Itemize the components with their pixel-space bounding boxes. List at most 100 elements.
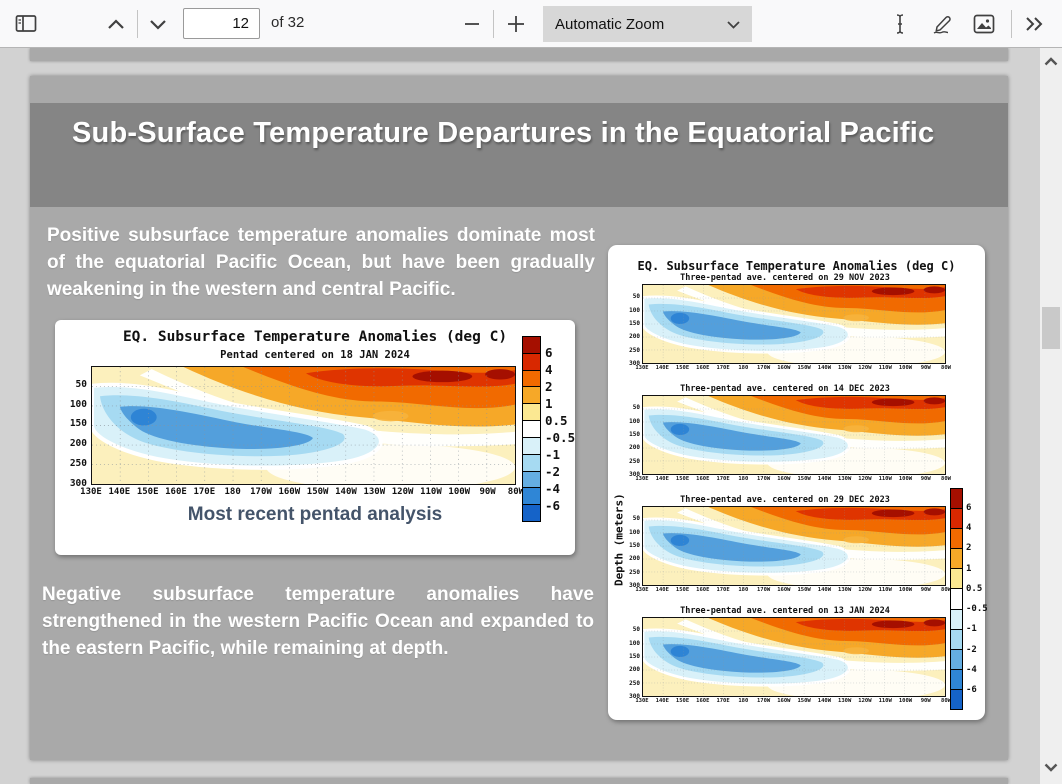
paragraph-negative-anomalies: Negative subsurface temperature anomalie…: [42, 584, 594, 659]
panel-y-axis: 50 100 150 200 250 300: [624, 284, 642, 367]
pentad-panels-card: EQ. Subsurface Temperature Anomalies (de…: [608, 245, 988, 720]
zoom-in-button[interactable]: [500, 8, 532, 40]
zoom-out-button[interactable]: [456, 8, 488, 40]
y-tick-label: 300: [629, 359, 640, 367]
colorbar-label: -6: [545, 497, 561, 513]
colorbar-label: 2: [545, 379, 553, 395]
y-tick-label: 50: [632, 515, 640, 523]
colorbar-cell: [523, 454, 540, 472]
panel-colorbar: 6 4 2 1 0.5 -0.5 -1 -2 -4 -6: [950, 488, 988, 710]
panel-plot-area: 130E 140E 150E 160E 170E 180 170W 160W 150W 140W 1…: [635, 395, 951, 482]
main-chart-plot-row: 50 100 150 200 250 300 130E 140E 150E 160E 170E 18…: [65, 366, 575, 497]
toolbar-divider: [1011, 10, 1012, 38]
contour-plot: [642, 395, 946, 475]
text-selection-tool-button[interactable]: [884, 8, 916, 40]
y-tick-label: 100: [69, 398, 87, 410]
add-image-tool-button[interactable]: [968, 8, 1000, 40]
image-icon: [973, 14, 995, 34]
colorbar-label: -0.5: [545, 429, 576, 445]
colorbar-cell: [951, 649, 962, 670]
chevron-up-icon: [1044, 53, 1058, 71]
colorbar-cell: [523, 404, 540, 422]
pdf-toolbar: of 32 Automatic Zoom: [0, 0, 1062, 48]
colorbar-cell: [523, 505, 540, 521]
scrollbar-thumb[interactable]: [1042, 307, 1060, 349]
pencil-icon: [931, 13, 953, 35]
scroll-down-button[interactable]: [1040, 756, 1062, 780]
y-tick-label: 150: [629, 430, 640, 438]
previous-page-edge: [30, 48, 1008, 61]
colorbar-cell: [523, 387, 540, 405]
colorbar-cell: [951, 489, 962, 510]
chart-caption: Most recent pentad analysis: [187, 504, 443, 525]
next-page-edge: [30, 778, 1008, 784]
more-tools-button[interactable]: [1019, 8, 1051, 40]
panel-x-axis: 130E 140E 150E 160E 170E 180 170W 160W 150W 140W 1…: [635, 698, 951, 704]
colorbar-cell: [523, 370, 540, 388]
i-beam-cursor-icon: [893, 13, 907, 35]
y-tick-label: 250: [629, 679, 640, 687]
chevron-down-icon: [149, 19, 167, 30]
y-tick-label: 150: [69, 418, 87, 430]
colorbar-label: 6: [545, 345, 553, 361]
panel-figure-title: EQ. Subsurface Temperature Anomalies (de…: [637, 259, 956, 273]
colorbar-cell: [951, 609, 962, 630]
y-tick-label: 50: [75, 378, 87, 390]
colorbar-label: 0.5: [966, 583, 983, 594]
zoom-level-select[interactable]: Automatic Zoom: [543, 6, 752, 42]
double-chevron-right-icon: [1025, 17, 1045, 31]
colorbar-cell: [523, 471, 540, 489]
y-tick-label: 200: [629, 444, 640, 452]
y-tick-label: 100: [629, 306, 640, 314]
y-tick-label: 150: [629, 319, 640, 327]
chevron-up-icon: [107, 18, 125, 30]
panel-x-axis: 130E 140E 150E 160E 170E 180 170W 160W 150W 140W 1…: [635, 365, 951, 371]
sidebar-toggle-button[interactable]: [10, 8, 42, 40]
next-page-button[interactable]: [142, 8, 174, 40]
panel-y-axis: 50 100 150 200 250 300: [624, 617, 642, 700]
colorbar-label: -4: [966, 664, 977, 675]
scroll-up-button[interactable]: [1040, 50, 1062, 74]
slide-title: Sub-Surface Temperature Departures in th…: [72, 117, 935, 149]
colorbar-cells: [522, 336, 541, 522]
panel-y-axis: 50 100 150 200 250 300: [624, 506, 642, 589]
y-tick-label: 100: [629, 528, 640, 536]
plus-icon: [507, 15, 525, 33]
colorbar-label: -2: [966, 644, 977, 655]
colorbar-label: 1: [545, 396, 553, 412]
page-number-input[interactable]: [183, 8, 260, 39]
colorbar-cell: [951, 689, 962, 710]
y-tick-label: 250: [629, 346, 640, 354]
panel-subtitle: Three-pentad ave. centered on 14 DEC 202…: [680, 384, 890, 394]
y-tick-label: 250: [629, 568, 640, 576]
page-count-label: of 32: [271, 14, 305, 31]
colorbar-cell: [951, 629, 962, 650]
y-tick-label: 200: [629, 333, 640, 341]
colorbar-label: 6: [966, 503, 972, 514]
toolbar-divider: [137, 10, 138, 38]
vertical-scrollbar[interactable]: [1040, 48, 1062, 784]
panel-29-nov-2023: Three-pentad ave. centered on 29 NOV 202…: [624, 273, 951, 371]
main-chart-title: EQ. Subsurface Temperature Anomalies (de…: [122, 329, 508, 345]
pdf-viewer-area: Sub-Surface Temperature Departures in th…: [0, 48, 1040, 784]
previous-page-button[interactable]: [100, 8, 132, 40]
panel-14-dec-2023: Three-pentad ave. centered on 14 DEC 202…: [624, 384, 951, 482]
chevron-down-icon: [1044, 759, 1058, 777]
colorbar-label: -2: [545, 463, 561, 479]
colorbar-cell: [951, 509, 962, 530]
panel-x-axis: 130E 140E 150E 160E 170E 180 170W 160W 150W 140W 1…: [635, 476, 951, 482]
panel-stack: Three-pentad ave. centered on 29 NOV 202…: [624, 273, 951, 704]
sidebar-toggle-icon: [15, 14, 37, 34]
colorbar-label: 0.5: [545, 413, 568, 428]
colorbar-label: 2: [966, 543, 972, 554]
colorbar-cell: [951, 669, 962, 690]
y-tick-label: 100: [629, 417, 640, 425]
colorbar-labels: 6 4 2 1 0.5 -0.5 -1 -2 -4 -6: [545, 344, 579, 513]
draw-tool-button[interactable]: [926, 8, 958, 40]
panel-y-axis: 50 100 150 200 250 300: [624, 395, 642, 478]
pdf-page: Sub-Surface Temperature Departures in th…: [30, 76, 1008, 760]
panel-subtitle: Three-pentad ave. centered on 29 NOV 202…: [680, 273, 890, 283]
panel-plot-area: 130E 140E 150E 160E 170E 180 170W 160W 150W 140W 1…: [635, 284, 951, 371]
main-chart-y-axis: 50 100 150 200 250 300: [65, 366, 91, 489]
